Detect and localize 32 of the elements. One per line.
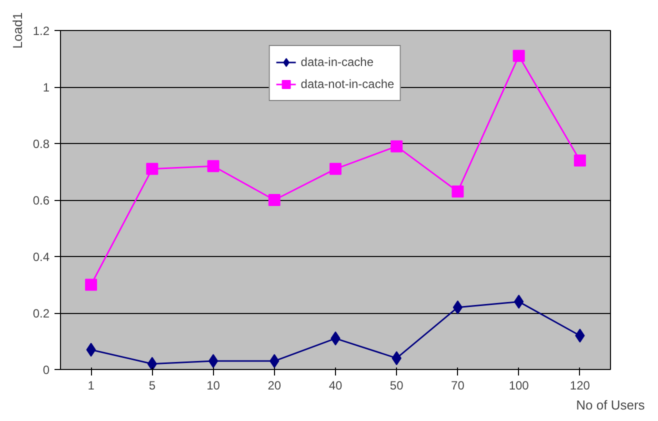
y-tick-label: 0.8 — [32, 137, 50, 151]
x-tick-label: 10 — [206, 378, 220, 392]
point — [85, 278, 98, 291]
x-tick-label: 1 — [88, 378, 95, 392]
point — [268, 194, 280, 206]
x-tick-label: 70 — [451, 378, 465, 392]
point — [330, 162, 342, 175]
point — [147, 356, 157, 370]
x-tick-label: 120 — [570, 378, 590, 392]
legend-label: data-in-cache — [300, 55, 374, 69]
x-tick-label: 50 — [390, 378, 404, 392]
legend-label: data-not-in-cache — [300, 77, 394, 91]
y-tick-label: 0.2 — [32, 306, 50, 320]
x-tick-label: 5 — [148, 378, 156, 392]
y-axis-title: Load1 — [10, 12, 25, 49]
point — [390, 140, 403, 152]
point — [574, 154, 586, 166]
y-tick-label: 0.4 — [32, 250, 50, 264]
point — [146, 162, 158, 175]
point — [452, 186, 464, 198]
point — [208, 354, 218, 368]
y-tick-label: 1.2 — [32, 24, 50, 38]
x-tick-label: 40 — [328, 378, 342, 392]
x-tick-label: 20 — [268, 378, 282, 392]
y-tick-label: 1 — [42, 80, 50, 94]
y-tick-label: 0 — [42, 363, 50, 377]
x-tick-label: 100 — [508, 378, 530, 392]
point — [512, 50, 525, 62]
y-tick-label: 0.6 — [32, 194, 50, 208]
x-axis-title: No of Users — [576, 398, 646, 412]
point — [207, 160, 220, 172]
point — [452, 300, 463, 314]
